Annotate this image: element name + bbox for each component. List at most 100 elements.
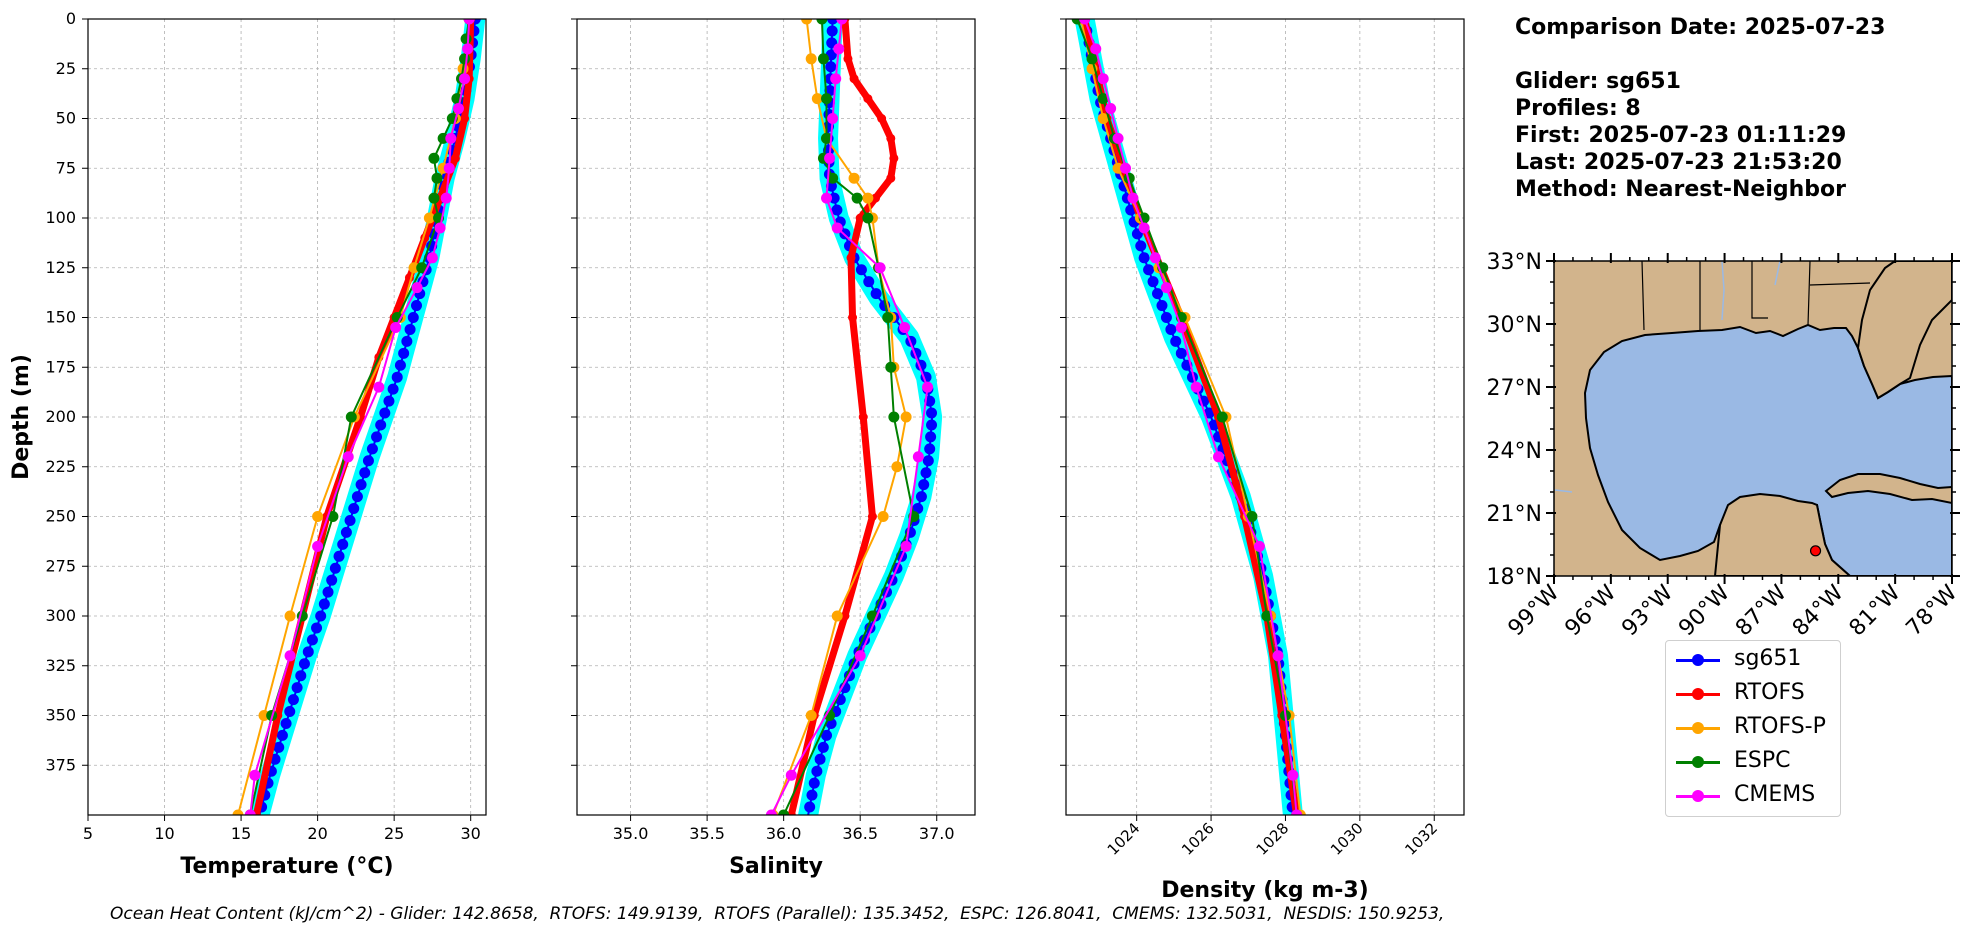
series-group xyxy=(765,19,943,815)
data-point-RTOFS-P xyxy=(805,710,817,721)
data-point-CMEMS xyxy=(912,451,924,463)
x-tick-label: 5 xyxy=(83,824,93,843)
data-point-sg651 xyxy=(1156,300,1168,312)
map-gulf-water xyxy=(1583,323,1952,576)
data-point-RTOFS xyxy=(867,512,877,521)
data-point-sg651 xyxy=(298,658,310,670)
map-lon-label: 96°W xyxy=(1560,580,1621,641)
legend-item-rtofs: RTOFS xyxy=(1676,679,1836,709)
data-point-ESPC xyxy=(817,53,829,65)
first-time: First: 2025-07-23 01:11:29 xyxy=(1515,123,1847,148)
data-point-ESPC xyxy=(428,192,440,204)
data-point-CMEMS xyxy=(833,43,845,55)
y-tick-label: 50 xyxy=(56,109,76,128)
data-point-ESPC xyxy=(862,212,874,224)
data-point-ESPC xyxy=(1086,53,1098,65)
legend-label: RTOFS xyxy=(1734,680,1805,705)
legend-item-espc: ESPC xyxy=(1676,747,1836,777)
data-point-sg651 xyxy=(306,634,318,646)
data-point-sg651 xyxy=(326,574,338,586)
map-florida xyxy=(1856,261,1952,400)
data-point-sg651 xyxy=(828,192,840,204)
data-point-RTOFS-P xyxy=(877,511,889,522)
data-point-sg651 xyxy=(825,61,837,73)
data-point-CMEMS xyxy=(836,19,848,25)
x-tick-label: 1028 xyxy=(1253,819,1293,859)
data-point-RTOFS-P xyxy=(831,610,843,622)
data-point-RTOFS xyxy=(886,133,896,143)
method: Method: Nearest-Neighbor xyxy=(1515,177,1846,202)
data-point-ESPC xyxy=(1097,93,1109,105)
legend-label: sg651 xyxy=(1734,646,1802,671)
data-point-sg651 xyxy=(355,479,367,491)
data-point-CMEMS xyxy=(462,43,474,55)
y-tick-label: 350 xyxy=(45,706,76,725)
data-point-sg651 xyxy=(295,670,307,682)
y-tick-label: 25 xyxy=(56,59,76,78)
data-point-sg651 xyxy=(287,694,299,706)
data-point-CMEMS xyxy=(284,650,296,662)
x-tick-label: 1030 xyxy=(1327,819,1367,859)
data-point-sg651 xyxy=(1203,407,1215,419)
y-tick-label: 275 xyxy=(45,556,76,575)
legend-item-sg651: sg651 xyxy=(1676,645,1836,675)
data-point-CMEMS xyxy=(390,321,402,333)
data-point-RTOFS-P xyxy=(232,809,244,815)
x-tick-label: 1032 xyxy=(1401,819,1441,859)
data-point-CMEMS xyxy=(874,262,886,274)
data-point-sg651 xyxy=(808,777,820,789)
data-point-CMEMS xyxy=(373,381,385,393)
data-point-ESPC xyxy=(1216,411,1228,423)
data-point-RTOFS-P xyxy=(801,19,813,25)
data-point-sg651 xyxy=(924,443,936,455)
data-point-sg651 xyxy=(394,359,406,371)
data-point-RTOFS xyxy=(855,213,865,223)
data-point-sg651 xyxy=(855,264,867,276)
data-point-CMEMS xyxy=(1120,162,1132,174)
data-point-sg651 xyxy=(870,288,882,300)
data-point-ESPC xyxy=(460,33,472,45)
data-point-RTOFS-P xyxy=(862,192,874,204)
map-lat-label: 33°N xyxy=(1487,250,1542,275)
data-point-CMEMS xyxy=(1090,43,1102,55)
data-point-sg651 xyxy=(348,503,360,515)
data-point-sg651 xyxy=(340,526,352,538)
data-point-sg651 xyxy=(926,419,938,431)
data-point-ESPC xyxy=(821,93,833,105)
data-point-sg651 xyxy=(915,491,927,503)
data-point-sg651 xyxy=(411,300,423,312)
x-tick-label: 1026 xyxy=(1178,819,1218,859)
data-point-RTOFS-P xyxy=(408,262,420,274)
x-tick-label: 1024 xyxy=(1104,819,1144,859)
map-lon-label: 90°W xyxy=(1674,580,1735,641)
data-point-CMEMS xyxy=(1291,809,1303,815)
data-point-CMEMS xyxy=(445,132,457,144)
data-point-sg651 xyxy=(1143,264,1155,276)
comparison-date: Comparison Date: 2025-07-23 xyxy=(1515,15,1886,40)
data-point-ESPC xyxy=(428,152,440,164)
data-point-ESPC xyxy=(1261,610,1273,622)
data-point-ESPC xyxy=(885,361,897,373)
data-point-RTOFS xyxy=(846,253,856,263)
profile-panel: 5 10 15 20 25 3002550751001251501752002252502… xyxy=(9,9,487,879)
data-point-ESPC xyxy=(1246,511,1258,522)
data-point-sg651 xyxy=(863,276,875,288)
data-point-CMEMS xyxy=(249,769,261,781)
data-point-sg651 xyxy=(821,729,833,741)
data-point-RTOFS-P xyxy=(258,710,270,721)
data-point-CMEMS xyxy=(922,381,934,393)
legend-marker xyxy=(1692,722,1704,734)
x-axis-label: Salinity xyxy=(729,854,823,879)
data-point-sg651 xyxy=(806,789,818,801)
data-point-sg651 xyxy=(804,801,816,813)
y-tick-label: 100 xyxy=(45,208,76,227)
x-tick-label: 36.0 xyxy=(766,824,802,843)
map-lat-label: 24°N xyxy=(1487,439,1542,464)
x-tick-label: 15 xyxy=(231,824,251,843)
data-point-RTOFS xyxy=(871,193,880,203)
data-point-CMEMS xyxy=(785,769,797,781)
data-point-CMEMS xyxy=(434,222,446,234)
data-point-sg651 xyxy=(280,717,292,729)
data-point-RTOFS xyxy=(886,173,896,183)
data-point-CMEMS xyxy=(899,321,911,333)
